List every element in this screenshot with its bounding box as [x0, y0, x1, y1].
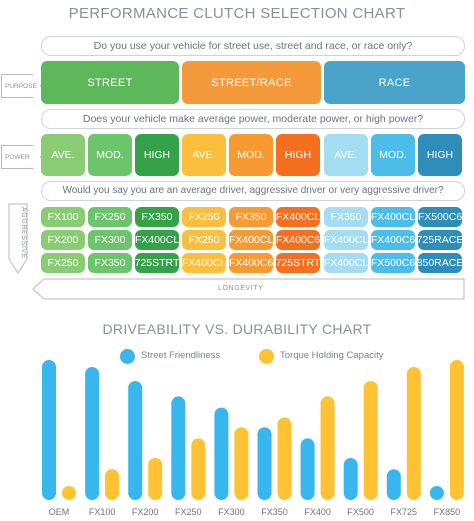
- chart-title: PERFORMANCE CLUTCH SELECTION CHART: [68, 5, 406, 22]
- bar-torque-fx725: [406, 367, 421, 500]
- legend-street-label: Street Friendliness: [141, 350, 221, 361]
- clutch-cell: FX400CL: [229, 230, 273, 250]
- power-level-cell: MOD.: [88, 134, 132, 176]
- power-level-cell: AVE.: [182, 134, 226, 176]
- power-arrow: POWER: [1, 145, 41, 169]
- clutch-cell: FX200: [41, 230, 85, 250]
- bar-street-fx200: [128, 381, 143, 500]
- x-tick-label: FX300: [218, 507, 245, 517]
- bar-street-oem: [42, 360, 56, 500]
- bar-torque-fx350: [277, 417, 292, 500]
- x-tick-label: FX200: [132, 507, 159, 517]
- clutch-cell: FX250: [41, 253, 85, 273]
- clutch-cell: FX350: [324, 207, 368, 227]
- x-tick-label: FX400: [304, 507, 331, 517]
- clutch-cell: FX250: [182, 207, 226, 227]
- x-tick-label: FX350: [261, 507, 288, 517]
- aggressive-arrow: [8, 203, 28, 274]
- x-tick-label: FX500: [347, 507, 374, 517]
- clutch-cell: FX500C6: [371, 253, 415, 273]
- power-level-cell: HIGH: [276, 134, 320, 176]
- clutch-cell: FX400C6: [276, 230, 320, 250]
- legend-street-dot: [120, 349, 135, 364]
- bar-torque-fx100: [105, 469, 120, 500]
- clutch-cell: FX250: [88, 207, 132, 227]
- clutch-cell: 725STRT: [135, 253, 179, 273]
- power-level-cell: HIGH: [418, 134, 462, 176]
- clutch-cell: FX350: [229, 207, 273, 227]
- clutch-cell: FX400C6: [229, 253, 273, 273]
- x-tick-label: FX850: [434, 507, 461, 517]
- bar-torque-fx850: [449, 360, 464, 500]
- bar-torque-oem: [62, 486, 76, 500]
- bar-chart-title: DRIVEABILITY VS. DURABILITY CHART: [102, 321, 372, 337]
- bar-torque-fx250: [191, 438, 206, 500]
- clutch-cell: FX100: [41, 207, 85, 227]
- x-tick-label: OEM: [49, 507, 70, 517]
- question-power: Does your vehicle make average power, mo…: [41, 109, 465, 129]
- clutch-cell: 850RACE: [417, 253, 463, 273]
- bar-street-fx500: [343, 458, 358, 500]
- bar-torque-fx500: [363, 381, 378, 500]
- clutch-cell: 725RACE: [417, 230, 463, 250]
- clutch-cell: FX250: [182, 230, 226, 250]
- question-usage: Do you use your vehicle for street use, …: [41, 36, 465, 56]
- bar-torque-fx400: [320, 396, 335, 500]
- bar-torque-fx300: [234, 427, 249, 500]
- usage-race: RACE: [324, 61, 465, 104]
- clutch-cell: FX400CL: [324, 253, 368, 273]
- legend-torque-dot: [259, 349, 274, 364]
- power-label: POWER: [5, 153, 30, 161]
- clutch-cell: FX500C6: [418, 207, 462, 227]
- longevity-arrow: [32, 278, 465, 300]
- bar-street-fx100: [85, 367, 100, 500]
- longevity-label: LONGEVITY: [218, 285, 264, 292]
- bar-street-fx725: [386, 469, 401, 500]
- bar-street-fx850: [429, 486, 444, 500]
- bar-chart: OEM FX100 FX200 FX250 FX300 FX350 FX400 FX500 FX…: [42, 360, 464, 517]
- clutch-cell: FX300: [88, 230, 132, 250]
- clutch-cell: FX400CL: [371, 207, 415, 227]
- clutch-cell: FX400CL: [276, 207, 320, 227]
- clutch-cell: 725STRT: [276, 253, 320, 273]
- clutch-cell: FX400C6: [371, 230, 415, 250]
- purpose-arrow: PURPOSE: [1, 74, 41, 98]
- power-level-cell: AVE.: [324, 134, 368, 176]
- x-tick-label: FX250: [175, 507, 202, 517]
- question-driver: Would you say you are an average driver,…: [41, 181, 465, 201]
- usage-street: STREET: [41, 61, 179, 104]
- x-tick-label: FX100: [89, 507, 116, 517]
- bar-street-fx350: [257, 427, 272, 500]
- power-level-cell: AVE.: [41, 134, 85, 176]
- power-level-cell: MOD.: [229, 134, 273, 176]
- clutch-cell: FX400CL: [324, 230, 368, 250]
- clutch-cell: FX350: [88, 253, 132, 273]
- power-level-cell: HIGH: [135, 134, 179, 176]
- bar-street-fx300: [214, 407, 229, 500]
- x-tick-label: FX725: [391, 507, 418, 517]
- usage-street-race: STREET/RACE: [182, 61, 321, 104]
- purpose-label: PURPOSE: [5, 82, 37, 90]
- clutch-cell: FX350: [135, 207, 179, 227]
- bar-street-fx400: [300, 438, 315, 500]
- bar-torque-fx200: [148, 458, 163, 500]
- power-level-cell: MOD.: [371, 134, 415, 176]
- clutch-cell: FX400CL: [182, 253, 226, 273]
- bar-street-fx250: [171, 396, 186, 500]
- legend-torque-label: Torque Holding Capacity: [280, 350, 384, 361]
- aggressive-label: AGGRESSIVE: [20, 207, 27, 259]
- clutch-cell: FX400CL: [135, 230, 179, 250]
